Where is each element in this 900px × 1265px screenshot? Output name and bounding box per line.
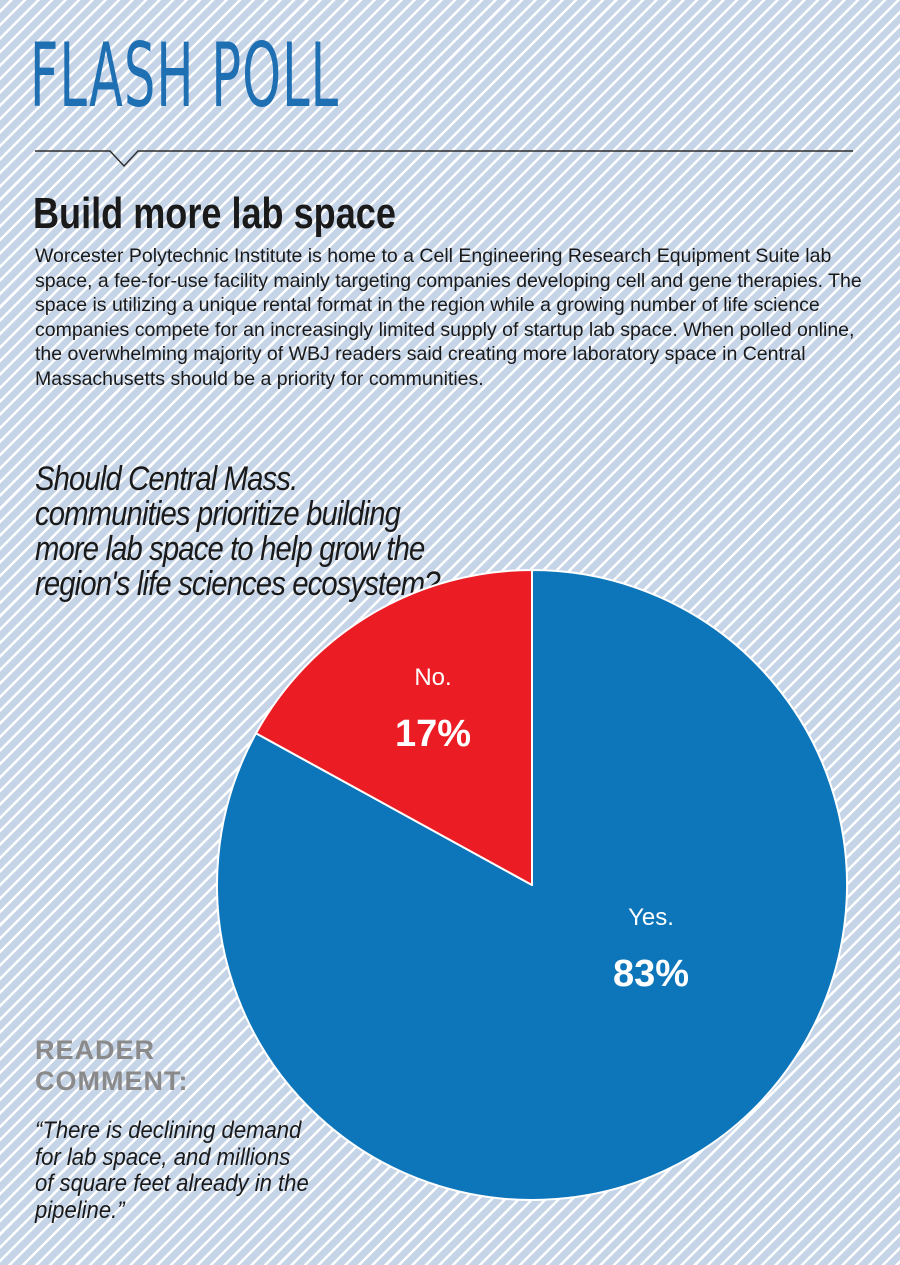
article-headline: Build more lab space [33, 189, 396, 238]
article-intro: Worcester Polytechnic Institute is home … [35, 245, 862, 390]
slice-label-yes: Yes. [628, 904, 674, 931]
title-divider [35, 150, 853, 168]
slice-label-no: No. [414, 664, 451, 691]
pie-slice-no [254, 569, 533, 886]
reader-comment-quote: “There is declining demand for lab space… [35, 1117, 309, 1224]
pie-slice-yes [216, 569, 848, 1201]
pie-labels: Yes. 83% No. 17% [395, 664, 689, 995]
slice-value-yes: 83% [613, 953, 689, 995]
reader-comment-label-line1: READER [35, 1035, 156, 1065]
reader-comment-label: READER COMMENT: [35, 1035, 188, 1097]
slice-value-no: 17% [395, 713, 471, 755]
flash-poll-title: FLASH POLL [30, 24, 340, 127]
pie-slices [216, 569, 848, 1201]
divider-line [35, 150, 853, 168]
reader-comment-label-line2: COMMENT: [35, 1066, 189, 1096]
poll-question: Should Central Mass. communities priorit… [35, 460, 440, 603]
